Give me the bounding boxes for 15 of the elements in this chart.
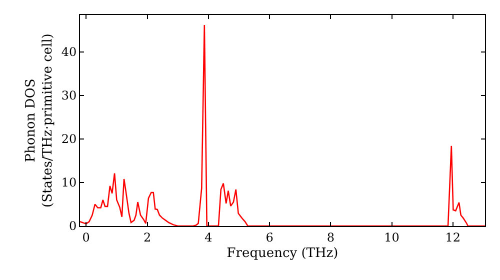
y-axis-title: Phonon DOS (States/THz·primitive cell)	[23, 33, 56, 208]
y-tick-label: 30	[61, 88, 77, 103]
x-tick-label: 10	[384, 230, 400, 244]
x-tick-label: 4	[204, 230, 213, 244]
x-tick-label: 8	[326, 230, 334, 244]
y-tick-label: 0	[68, 219, 77, 234]
x-tick-label: 6	[266, 230, 274, 244]
x-tick-label: 0	[82, 230, 90, 244]
y-tick-label: 20	[61, 132, 77, 146]
y-tick-label: 40	[61, 45, 77, 60]
x-tick-label: 12	[445, 230, 461, 244]
x-axis-title: Frequency (THz)	[226, 246, 338, 261]
x-tick-label: 2	[143, 230, 152, 244]
line-series	[80, 24, 485, 226]
y-tick-label: 10	[61, 176, 77, 190]
